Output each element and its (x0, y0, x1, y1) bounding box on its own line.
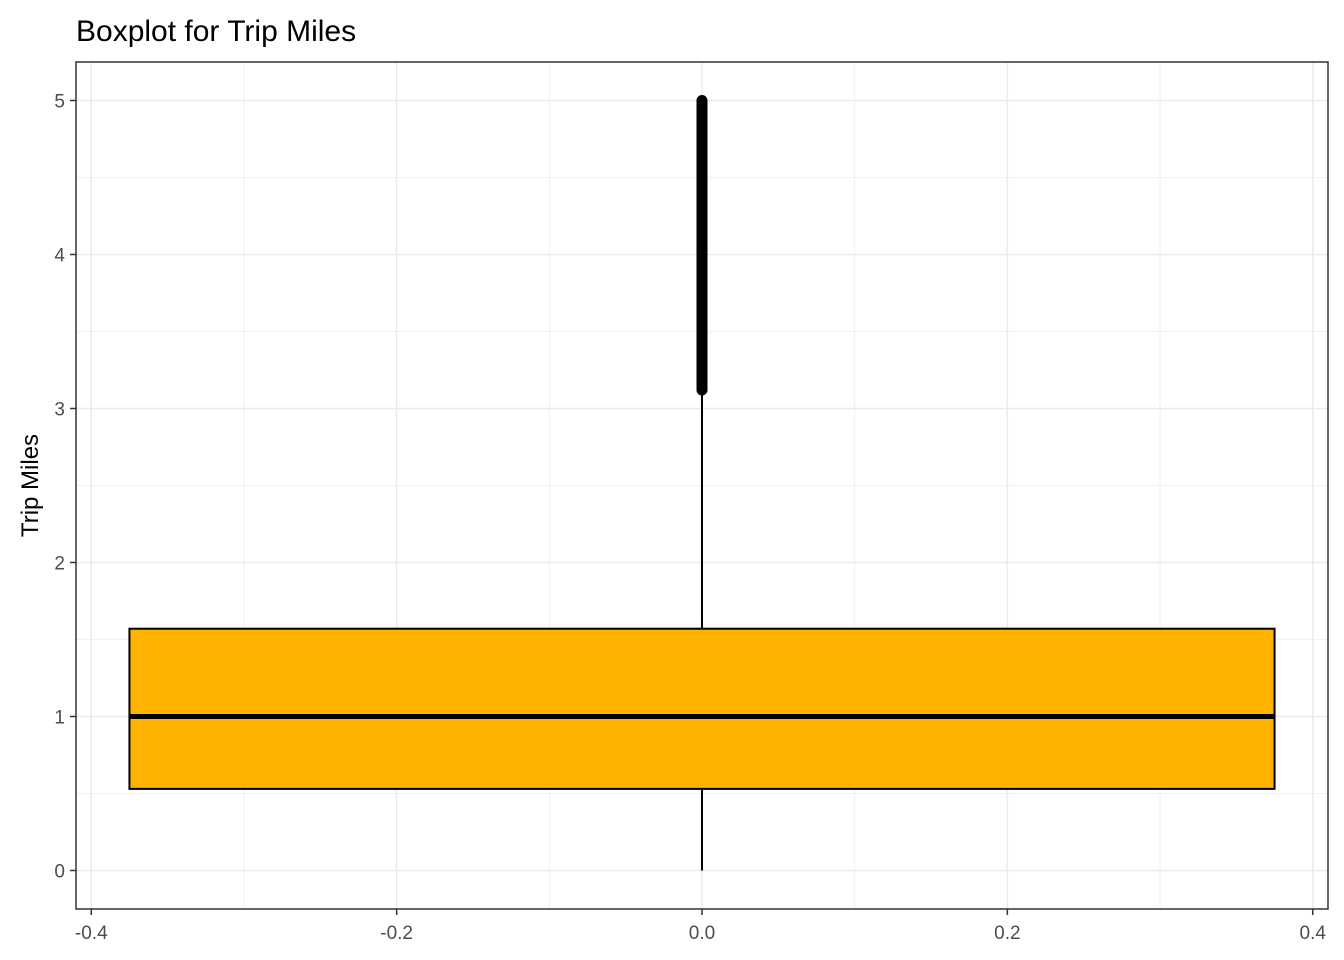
y-tick-label: 0 (54, 862, 65, 883)
y-axis: 0 1 2 3 4 5 (54, 92, 76, 883)
y-tick-label: 3 (54, 400, 65, 421)
y-tick-label: 2 (54, 554, 65, 575)
y-tick-label: 5 (54, 92, 65, 113)
chart-title: Boxplot for Trip Miles (76, 15, 356, 48)
box-layer (128, 95, 1276, 871)
x-tick-label: -0.2 (380, 923, 413, 944)
y-tick-label: 4 (54, 246, 65, 267)
iqr-box (128, 627, 1276, 790)
y-axis-title: Trip Miles (17, 434, 44, 537)
x-tick-label: 0.4 (1300, 923, 1327, 944)
x-tick-label: 0.0 (689, 923, 715, 944)
x-tick-label: 0.2 (994, 923, 1020, 944)
x-axis: -0.4 -0.2 0.0 0.2 0.4 (75, 909, 1326, 944)
y-tick-label: 1 (54, 708, 65, 729)
x-tick-label: -0.4 (75, 923, 108, 944)
